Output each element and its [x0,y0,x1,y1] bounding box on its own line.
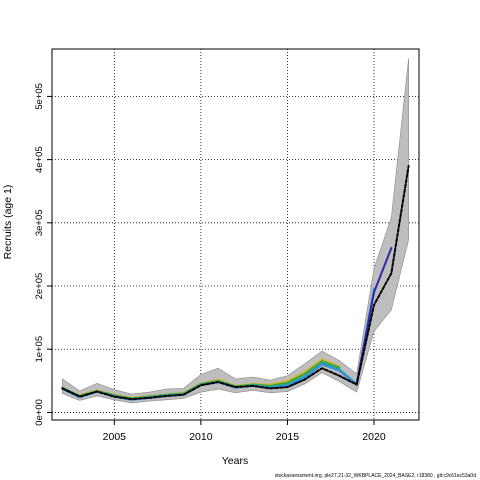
x-tick-label: 2015 [276,431,300,443]
footer-note: stockassessment.org, ple27.21-32_WKBPLAC… [274,473,476,479]
y-tick-label: 5e+05 [34,83,45,110]
grid-lines [52,49,419,420]
y-axis-label: Recruits (age 1) [2,185,14,260]
plot-frame [51,48,420,421]
x-axis-label: Years [222,455,248,467]
series-lines [61,164,410,401]
y-tick-label: 0e+00 [34,399,45,426]
y-tick-label: 2e+05 [34,273,45,300]
confidence-band-area [62,58,409,404]
confidence-band [62,58,409,404]
x-tick-label: 2005 [103,431,127,443]
x-axis: 2005 2010 2015 2020 [103,420,386,443]
x-tick-label: 2010 [189,431,213,443]
y-tick-label: 4e+05 [34,146,45,173]
series-line-6 [61,164,410,401]
y-tick-label: 1e+05 [34,336,45,363]
y-axis: 0e+00 1e+05 2e+05 3e+05 4e+05 5e+05 [34,83,52,426]
y-tick-label: 3e+05 [34,209,45,236]
x-tick-label: 2020 [362,431,386,443]
